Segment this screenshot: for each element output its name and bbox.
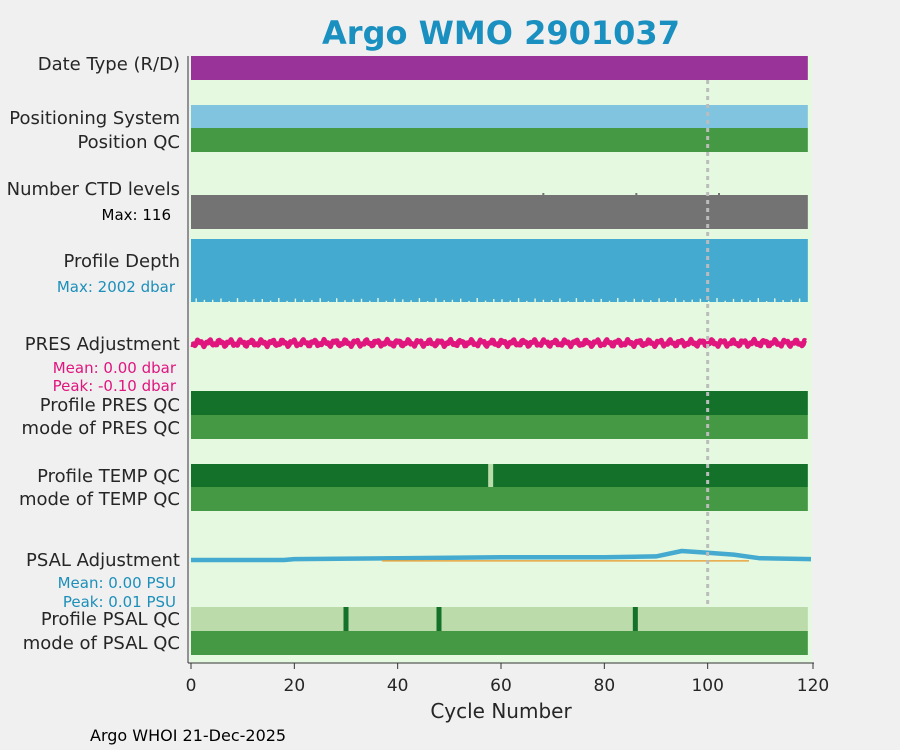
x-tick-label-80: 80 bbox=[594, 676, 616, 696]
profile-depth-edge bbox=[195, 298, 801, 302]
label-mode-psal-qc: mode of PSAL QC bbox=[23, 633, 180, 654]
band-date-type bbox=[191, 56, 808, 80]
band-profile-psal-qc bbox=[191, 607, 808, 631]
x-tick-label-40: 40 bbox=[387, 676, 409, 696]
psal-adjustment-peak: Peak: 0.01 PSU bbox=[63, 593, 176, 611]
band-profile-temp-qc bbox=[191, 464, 808, 487]
band-mode-pres-qc bbox=[191, 415, 808, 439]
band-profile-depth bbox=[191, 239, 808, 302]
label-profile-temp-qc: Profile TEMP QC bbox=[37, 466, 180, 487]
x-tick-label-60: 60 bbox=[490, 676, 512, 696]
x-tick-label-120: 120 bbox=[797, 676, 829, 696]
ctd-levels-max: Max: 116 bbox=[102, 206, 171, 224]
label-psal-adjustment: PSAL Adjustment bbox=[26, 550, 180, 571]
label-profile-depth: Profile Depth bbox=[63, 251, 180, 272]
label-position-qc: Position QC bbox=[77, 132, 180, 153]
footer-text: Argo WHOI 21-Dec-2025 bbox=[90, 726, 286, 745]
band-positioning-system bbox=[191, 105, 808, 128]
pres-adjustment-line bbox=[189, 336, 807, 350]
psal-qc-mark-1 bbox=[436, 607, 442, 631]
label-ctd-levels: Number CTD levels bbox=[7, 179, 180, 200]
psal-adjustment-mean: Mean: 0.00 PSU bbox=[58, 574, 176, 592]
ctd-level-speck-0 bbox=[542, 193, 545, 196]
psal-adjustment-line bbox=[191, 548, 812, 563]
label-profile-psal-qc: Profile PSAL QC bbox=[41, 609, 180, 630]
x-axis-label: Cycle Number bbox=[430, 699, 572, 723]
temp-qc-gap-0 bbox=[488, 464, 494, 487]
profile-depth-max: Max: 2002 dbar bbox=[57, 278, 176, 296]
label-date-type: Date Type (R/D) bbox=[38, 54, 180, 75]
label-positioning-system: Positioning System bbox=[9, 108, 180, 129]
label-mode-temp-qc: mode of TEMP QC bbox=[19, 489, 180, 510]
psal-qc-mark-2 bbox=[632, 607, 638, 631]
x-tick-label-20: 20 bbox=[284, 676, 306, 696]
x-tick-label-0: 0 bbox=[186, 676, 197, 696]
label-profile-pres-qc: Profile PRES QC bbox=[40, 395, 180, 416]
pres-adjustment-mean: Mean: 0.00 dbar bbox=[53, 359, 177, 377]
band-mode-temp-qc bbox=[191, 487, 808, 511]
label-mode-pres-qc: mode of PRES QC bbox=[22, 418, 180, 439]
pres-adjustment-peak: Peak: -0.10 dbar bbox=[53, 377, 177, 395]
band-mode-psal-qc bbox=[191, 631, 808, 655]
psal-qc-mark-0 bbox=[343, 607, 349, 631]
ctd-level-speck-2 bbox=[718, 193, 720, 196]
band-profile-pres-qc bbox=[191, 391, 808, 415]
chart-title: Argo WMO 2901037 bbox=[322, 14, 680, 52]
label-pres-adjustment: PRES Adjustment bbox=[25, 334, 180, 355]
x-tick-label-100: 100 bbox=[691, 676, 723, 696]
band-position-qc bbox=[191, 128, 808, 152]
ctd-level-speck-1 bbox=[635, 193, 638, 196]
band-ctd-levels bbox=[191, 195, 808, 229]
